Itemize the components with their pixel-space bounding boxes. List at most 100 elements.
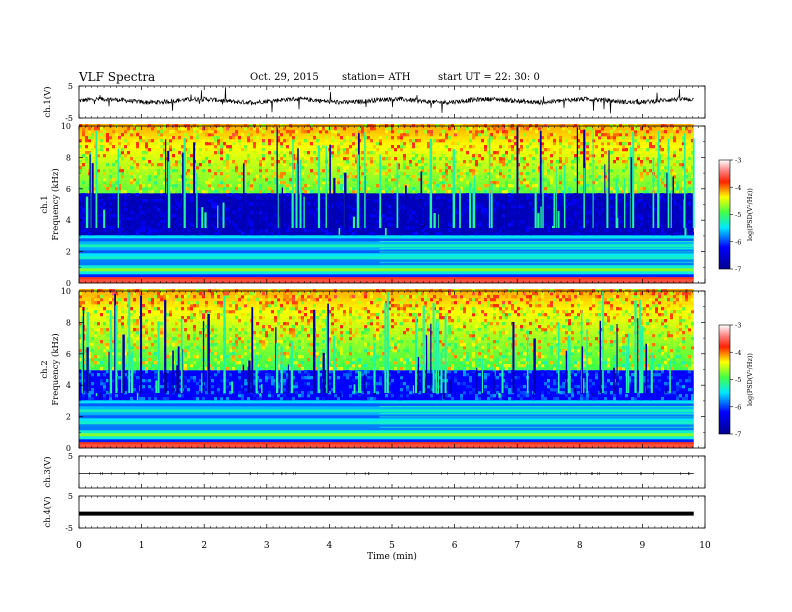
spectrum-cell [442, 196, 445, 200]
spectrum-cell [145, 307, 148, 311]
spectrum-cell [352, 334, 355, 338]
spectrum-cell [424, 163, 427, 167]
spectrum-cell [229, 310, 232, 314]
spectrum-cell [283, 190, 286, 194]
spectrum-cell [220, 310, 223, 314]
spectrum-cell [451, 172, 454, 176]
spectrum-cell [154, 205, 157, 209]
spectrum-cell [358, 130, 361, 134]
spectrum-cell [250, 181, 253, 185]
spectrum-cell [484, 208, 487, 212]
spectrum-cell [445, 166, 448, 170]
spectrum-cell [400, 133, 403, 137]
spectrum-cell [136, 193, 139, 197]
spectrum-cell [283, 388, 286, 392]
spectrum-cell [223, 166, 226, 170]
spectrum-cell [97, 163, 100, 167]
spectrum-cell [160, 397, 163, 401]
spectrum-cell [400, 217, 403, 221]
spectrum-cell [433, 202, 436, 206]
spectrum-cell [661, 232, 664, 236]
spectrum-cell [97, 310, 100, 314]
spectrum-cell [691, 139, 694, 143]
spectrum-cell [169, 187, 172, 191]
spectrum-cell [571, 166, 574, 170]
spectrum-cell [163, 397, 166, 401]
spectrum-cell [274, 214, 277, 218]
spectrum-cell [316, 187, 319, 191]
spectrum-cell [514, 148, 517, 152]
spectrum-cell [265, 229, 268, 233]
spectrum-cell [82, 133, 85, 137]
spectrum-cell [319, 367, 322, 371]
spectrum-cell [511, 166, 514, 170]
spectrum-cell [610, 142, 613, 146]
spectrum-cell [616, 148, 619, 152]
spectrum-cell [274, 133, 277, 137]
spectrum-cell [433, 190, 436, 194]
spectrum-cell [487, 190, 490, 194]
spectrum-cell [220, 214, 223, 218]
spectrum-cell [181, 307, 184, 311]
spectrum-cell [616, 157, 619, 161]
spectrum-cell [688, 196, 691, 200]
spectrum-cell [436, 190, 439, 194]
spectrum-cell [256, 232, 259, 236]
spectrum-cell [157, 208, 160, 212]
spectrum-cell [88, 361, 91, 365]
spectrum-cell [340, 136, 343, 140]
spectrum-cell [625, 130, 628, 134]
spectrum-cell [211, 187, 214, 191]
spectrum-cell [307, 229, 310, 233]
spectrum-cell [301, 343, 304, 347]
spectrum-cell [418, 160, 421, 164]
spectrum-cell [349, 343, 352, 347]
spectrum-cell [511, 205, 514, 209]
spectrum-cell [142, 379, 145, 383]
spectrum-cell [448, 184, 451, 188]
spectrum-cell [193, 136, 196, 140]
spectrum-cell [214, 307, 217, 311]
spectrum-cell [625, 163, 628, 167]
spectrum-cell [295, 307, 298, 311]
spectrum-cell [211, 328, 214, 332]
spectrum-cell [385, 193, 388, 197]
spectrum-cell [274, 220, 277, 224]
spectrum-cell [544, 142, 547, 146]
spectrum-cell [226, 310, 229, 314]
spectrum-cell [193, 313, 196, 317]
spectrum-cell [415, 214, 418, 218]
spectrum-cell [424, 199, 427, 203]
spectrum-cell [346, 166, 349, 170]
spectrum-cell [160, 154, 163, 158]
spectrum-cell [220, 130, 223, 134]
spectrum-cell [643, 190, 646, 194]
spectrum-cell [493, 157, 496, 161]
spectrum-cell [352, 154, 355, 158]
spectrum-cell [121, 301, 124, 305]
spectrum-cell [418, 169, 421, 173]
spectrum-cell [274, 163, 277, 167]
spectrum-cell [301, 295, 304, 299]
spectrum-cell [112, 145, 115, 149]
spectrum-cell [604, 151, 607, 155]
spectrum-cell [310, 160, 313, 164]
spectrum-cell [274, 199, 277, 203]
spectrum-cell [346, 172, 349, 176]
spectrum-cell [85, 157, 88, 161]
spectrum-cell [301, 217, 304, 221]
spectrum-cell [355, 229, 358, 233]
spectrum-cell [217, 361, 220, 365]
spectrum-cell [217, 301, 220, 305]
spectrum-cell [223, 178, 226, 182]
spectrum-cell [532, 181, 535, 185]
spectrum-cell [103, 178, 106, 182]
spectrum-cell [478, 130, 481, 134]
spectrum-cell [298, 142, 301, 146]
spectrum-cell [559, 136, 562, 140]
spectrum-cell [121, 148, 124, 152]
spectrum-cell [475, 154, 478, 158]
spectrum-cell [424, 130, 427, 134]
spectrum-cell [307, 334, 310, 338]
spectrum-cell [304, 139, 307, 143]
